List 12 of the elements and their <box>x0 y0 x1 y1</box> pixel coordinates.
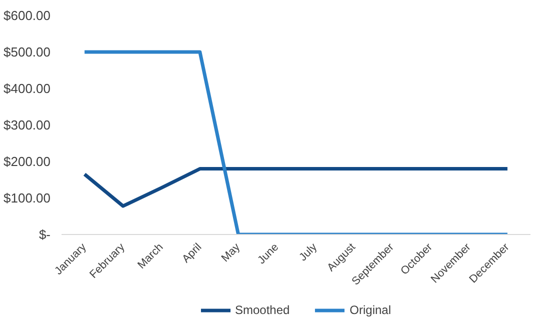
line-series <box>82 167 510 208</box>
y-tick-label: $200.00 <box>4 154 51 169</box>
y-tick-label: $600.00 <box>4 8 51 23</box>
x-tick-label: May <box>219 240 243 264</box>
x-tick-label: July <box>297 240 320 264</box>
y-tick-label: $100.00 <box>4 190 51 206</box>
y-tick-label: $- <box>38 227 51 242</box>
legend-label: Smoothed <box>234 303 290 317</box>
y-tick-label: $500.00 <box>4 44 51 60</box>
y-tick-label: $300.00 <box>4 118 51 132</box>
y-tick-label: $400.00 <box>4 81 51 96</box>
legend-label: Original <box>350 303 392 317</box>
